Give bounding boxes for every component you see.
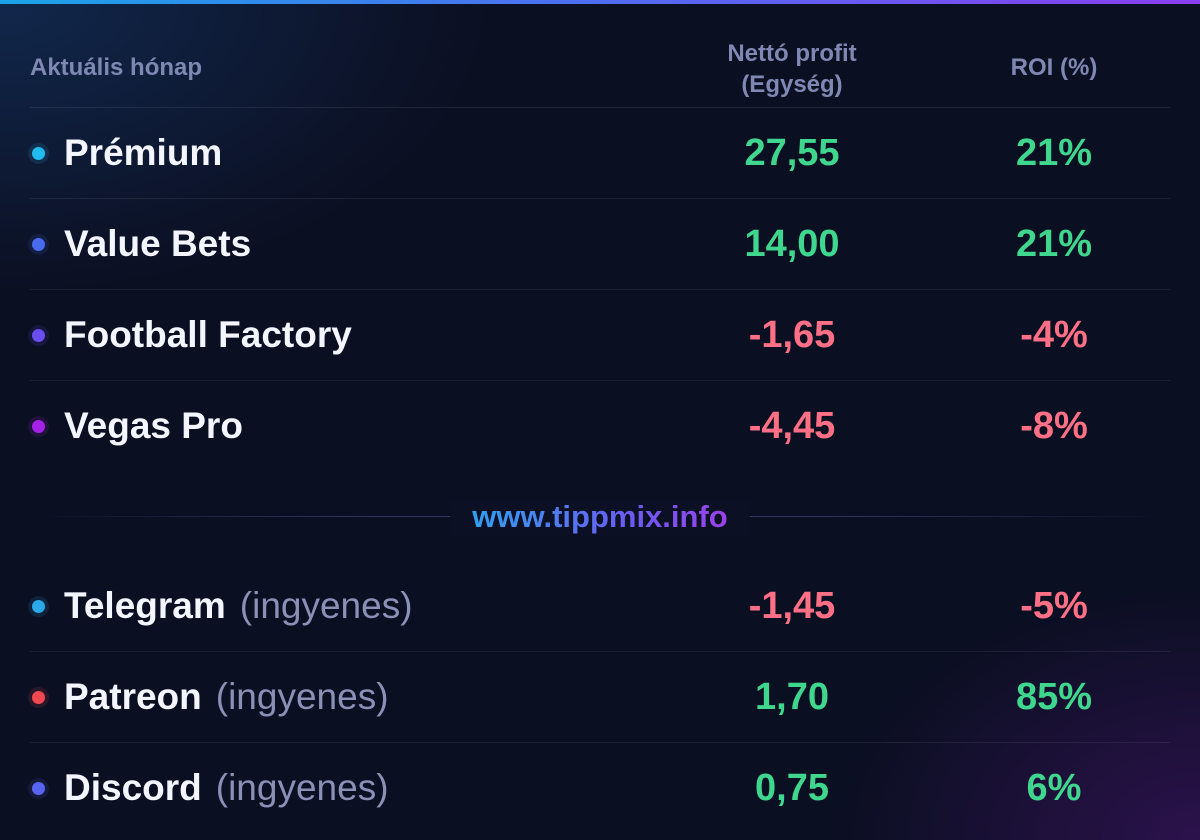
row-name: Vegas Pro [64, 405, 243, 446]
row-roi: -5% [1020, 585, 1088, 627]
status-dot [32, 329, 45, 342]
row-profit: 14,00 [744, 223, 840, 265]
row-roi: 6% [1026, 767, 1082, 809]
table-row: Telegram (ingyenes) -1,45 -5% [30, 561, 1170, 652]
row-profit: 1,70 [755, 676, 829, 718]
row-profit: -1,65 [748, 314, 836, 356]
results-table: Aktuális hónap Nettó profit (Egység) ROI… [30, 0, 1170, 833]
row-name: Football Factory [64, 314, 352, 355]
roi-column-header: ROI (%) [1010, 54, 1098, 81]
row-name-wrap: Telegram (ingyenes) [64, 585, 413, 627]
status-dot [32, 238, 45, 251]
status-dot [32, 420, 45, 433]
row-profit: 0,75 [755, 767, 829, 809]
table-row: Value Bets 14,00 21% [30, 199, 1170, 290]
row-roi: 21% [1015, 223, 1093, 265]
table-header: Aktuális hónap Nettó profit (Egység) ROI… [30, 0, 1170, 108]
free-tag: (ingyenes) [239, 585, 413, 626]
free-tag: (ingyenes) [215, 767, 389, 808]
row-roi: -8% [1020, 405, 1088, 447]
section-divider: www.tippmix.info [30, 471, 1170, 561]
table-row: Football Factory -1,65 -4% [30, 290, 1170, 381]
row-roi: 85% [1015, 676, 1093, 718]
row-name-wrap: Discord (ingyenes) [64, 767, 389, 809]
status-dot [32, 782, 45, 795]
period-label: Aktuális hónap [30, 54, 203, 81]
site-label-backdrop [450, 501, 750, 535]
row-name: Value Bets [64, 223, 252, 264]
site-link[interactable]: www.tippmix.info [458, 499, 741, 535]
table-row: Prémium 27,55 21% [30, 108, 1170, 199]
status-dot [32, 691, 45, 704]
free-tag: (ingyenes) [215, 676, 389, 717]
profit-header-line1: Nettó profit [727, 40, 857, 67]
table-row: Discord (ingyenes) 0,75 6% [30, 743, 1170, 833]
profit-column-header: Nettó profit (Egység) [642, 38, 942, 100]
row-name: Patreon [64, 676, 202, 717]
row-profit: 27,55 [744, 132, 840, 174]
row-profit: -1,45 [748, 585, 836, 627]
row-roi: 21% [1015, 132, 1093, 174]
row-roi: -4% [1020, 314, 1088, 356]
row-name: Telegram [64, 585, 226, 626]
top-accent-bar [0, 0, 1200, 4]
row-name: Prémium [64, 132, 223, 173]
table-row: Vegas Pro -4,45 -8% [30, 381, 1170, 471]
profit-header-line2: (Egység) [741, 71, 843, 98]
row-name: Discord [64, 767, 202, 808]
status-dot [32, 600, 45, 613]
status-dot [32, 147, 45, 160]
table-row: Patreon (ingyenes) 1,70 85% [30, 652, 1170, 743]
row-profit: -4,45 [748, 405, 836, 447]
row-name-wrap: Patreon (ingyenes) [64, 676, 389, 718]
